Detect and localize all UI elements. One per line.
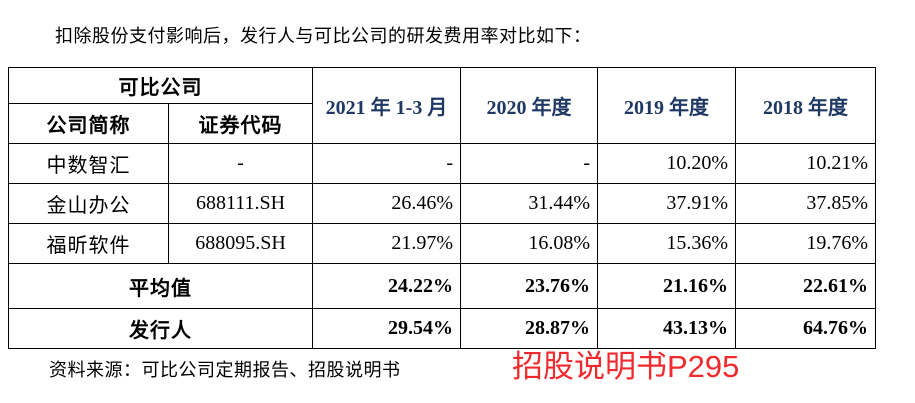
table-row: 中数智汇 - - - 10.20% 10.21% (8, 143, 876, 184)
value-cell: 26.46% (312, 183, 461, 224)
value-cell: 19.76% (735, 223, 876, 264)
value-cell: 10.20% (597, 143, 736, 184)
summary-label-cell: 发行人 (8, 308, 313, 349)
header-company-name: 公司简称 (8, 103, 169, 144)
value-cell: - (460, 143, 598, 184)
header-period-2021q1: 2021 年 1-3 月 (312, 67, 461, 144)
data-source-note: 资料来源：可比公司定期报告、招股说明书 (49, 360, 401, 380)
table-row: 福昕软件 688095.SH 21.97% 16.08% 15.36% 19.7… (8, 223, 876, 264)
value-cell: 21.97% (312, 223, 461, 264)
summary-label-cell: 平均值 (8, 263, 313, 309)
value-cell: 28.87% (460, 308, 598, 349)
value-cell: 21.16% (597, 263, 736, 309)
value-cell: 16.08% (460, 223, 598, 264)
ticker-cell: 688111.SH (168, 183, 313, 224)
header-period-2018: 2018 年度 (735, 67, 876, 144)
header-ticker: 证券代码 (168, 103, 313, 144)
company-name-cell: 福昕软件 (8, 223, 169, 264)
value-cell: - (312, 143, 461, 184)
value-cell: 23.76% (460, 263, 598, 309)
value-cell: 37.91% (597, 183, 736, 224)
value-cell: 15.36% (597, 223, 736, 264)
average-row: 平均值 24.22% 23.76% 21.16% 22.61% (8, 263, 876, 309)
section-intro-text: 扣除股份支付影响后，发行人与可比公司的研发费用率对比如下： (55, 26, 592, 46)
header-comparable-companies: 可比公司 (8, 67, 313, 104)
header-period-2019: 2019 年度 (597, 67, 736, 144)
ticker-cell: 688095.SH (168, 223, 313, 264)
ticker-cell: - (168, 143, 313, 184)
value-cell: 43.13% (597, 308, 736, 349)
value-cell: 31.44% (460, 183, 598, 224)
company-name-cell: 中数智汇 (8, 143, 169, 184)
header-period-2020: 2020 年度 (460, 67, 598, 144)
value-cell: 37.85% (735, 183, 876, 224)
value-cell: 64.76% (735, 308, 876, 349)
rd-expense-ratio-table: 可比公司 2021 年 1-3 月 2020 年度 2019 年度 2018 年… (8, 67, 876, 349)
company-name-cell: 金山办公 (8, 183, 169, 224)
table-row: 金山办公 688111.SH 26.46% 31.44% 37.91% 37.8… (8, 183, 876, 224)
prospectus-page-annotation: 招股说明书P295 (512, 349, 740, 384)
issuer-row: 发行人 29.54% 28.87% 43.13% 64.76% (8, 308, 876, 349)
value-cell: 29.54% (312, 308, 461, 349)
value-cell: 22.61% (735, 263, 876, 309)
value-cell: 24.22% (312, 263, 461, 309)
value-cell: 10.21% (735, 143, 876, 184)
